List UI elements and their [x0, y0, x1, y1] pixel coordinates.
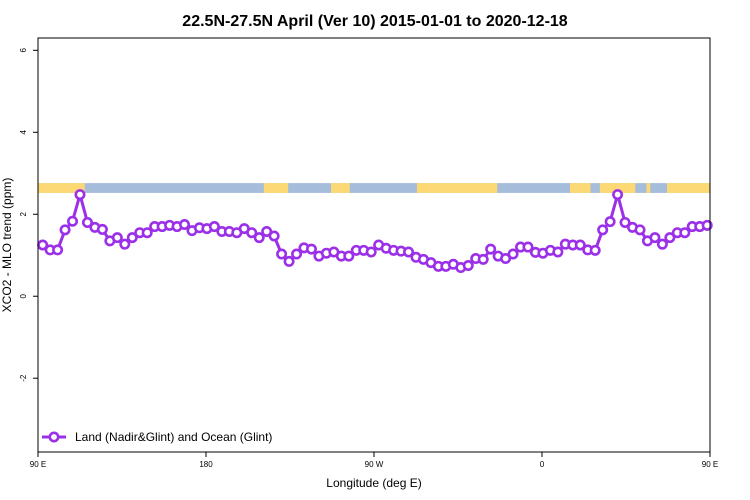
x-tick-label: 0 [540, 460, 545, 469]
x-tick-label: 90 E [702, 460, 718, 469]
data-point [246, 227, 258, 239]
data-point [261, 225, 273, 237]
y-tick-label: 2 [19, 211, 28, 216]
y-tick-label: -2 [19, 374, 28, 382]
data-point [664, 232, 676, 244]
land-segment [599, 183, 636, 193]
data-point [485, 243, 497, 255]
data-point [141, 227, 153, 239]
data-point [574, 239, 586, 251]
data-point [500, 253, 512, 265]
data-point [701, 219, 713, 231]
land-segment [263, 183, 289, 193]
data-point [649, 232, 661, 244]
data-point [507, 248, 519, 260]
land-segment [667, 183, 710, 193]
ocean-band [38, 183, 710, 193]
data-point [276, 248, 288, 260]
land-ocean-strip [38, 183, 710, 193]
data-point [208, 221, 220, 233]
data-point [81, 216, 93, 228]
data-point [403, 246, 415, 258]
land-segment [570, 183, 591, 193]
data-point [67, 215, 79, 227]
series-layer [37, 189, 713, 274]
data-point [522, 241, 534, 253]
chart-title: 22.5N-27.5N April (Ver 10) 2015-01-01 to… [182, 13, 568, 30]
data-point [365, 246, 377, 258]
data-point [179, 219, 191, 231]
data-point [305, 243, 317, 255]
data-point [619, 216, 631, 228]
x-axis-ticks: 90 E 180 90 W 0 90 E [30, 452, 718, 469]
data-point [597, 224, 609, 236]
y-axis-title: XCO2 - MLO trend (ppm) [0, 178, 14, 313]
data-point [74, 189, 86, 201]
data-point [291, 248, 303, 260]
data-point [679, 227, 691, 239]
land-segment [416, 183, 498, 193]
data-point [462, 259, 474, 271]
data-point [96, 223, 108, 235]
data-point [253, 232, 265, 244]
plot-frame [37, 37, 711, 453]
land-segment [38, 183, 85, 193]
y-tick-label: 4 [19, 130, 28, 135]
x-tick-label: 180 [199, 460, 213, 469]
data-point [552, 246, 564, 258]
data-point [477, 253, 489, 265]
data-point [343, 250, 355, 262]
data-point [283, 255, 295, 267]
y-axis-ticks: -2 0 2 4 6 [19, 48, 38, 382]
x-axis-title: Longitude (deg E) [326, 476, 421, 490]
data-point [126, 232, 138, 244]
data-point [111, 232, 123, 244]
legend: Land (Nadir&Glint) and Ocean (Glint) [42, 430, 272, 444]
data-point [634, 224, 646, 236]
data-point [604, 216, 616, 228]
data-point [52, 244, 64, 256]
y-tick-label: 0 [19, 293, 28, 298]
x-tick-label: 90 E [30, 460, 46, 469]
legend-marker-swatch [48, 431, 60, 443]
data-point [268, 230, 280, 242]
data-point [119, 238, 131, 250]
x-tick-label: 90 W [365, 460, 384, 469]
data-point [612, 189, 624, 201]
y-tick-label: 6 [19, 48, 28, 53]
data-point [59, 224, 71, 236]
data-point [589, 244, 601, 256]
land-segment [331, 183, 350, 193]
land-segment [646, 183, 651, 193]
legend-label: Land (Nadir&Glint) and Ocean (Glint) [75, 430, 272, 444]
data-point [656, 238, 668, 250]
